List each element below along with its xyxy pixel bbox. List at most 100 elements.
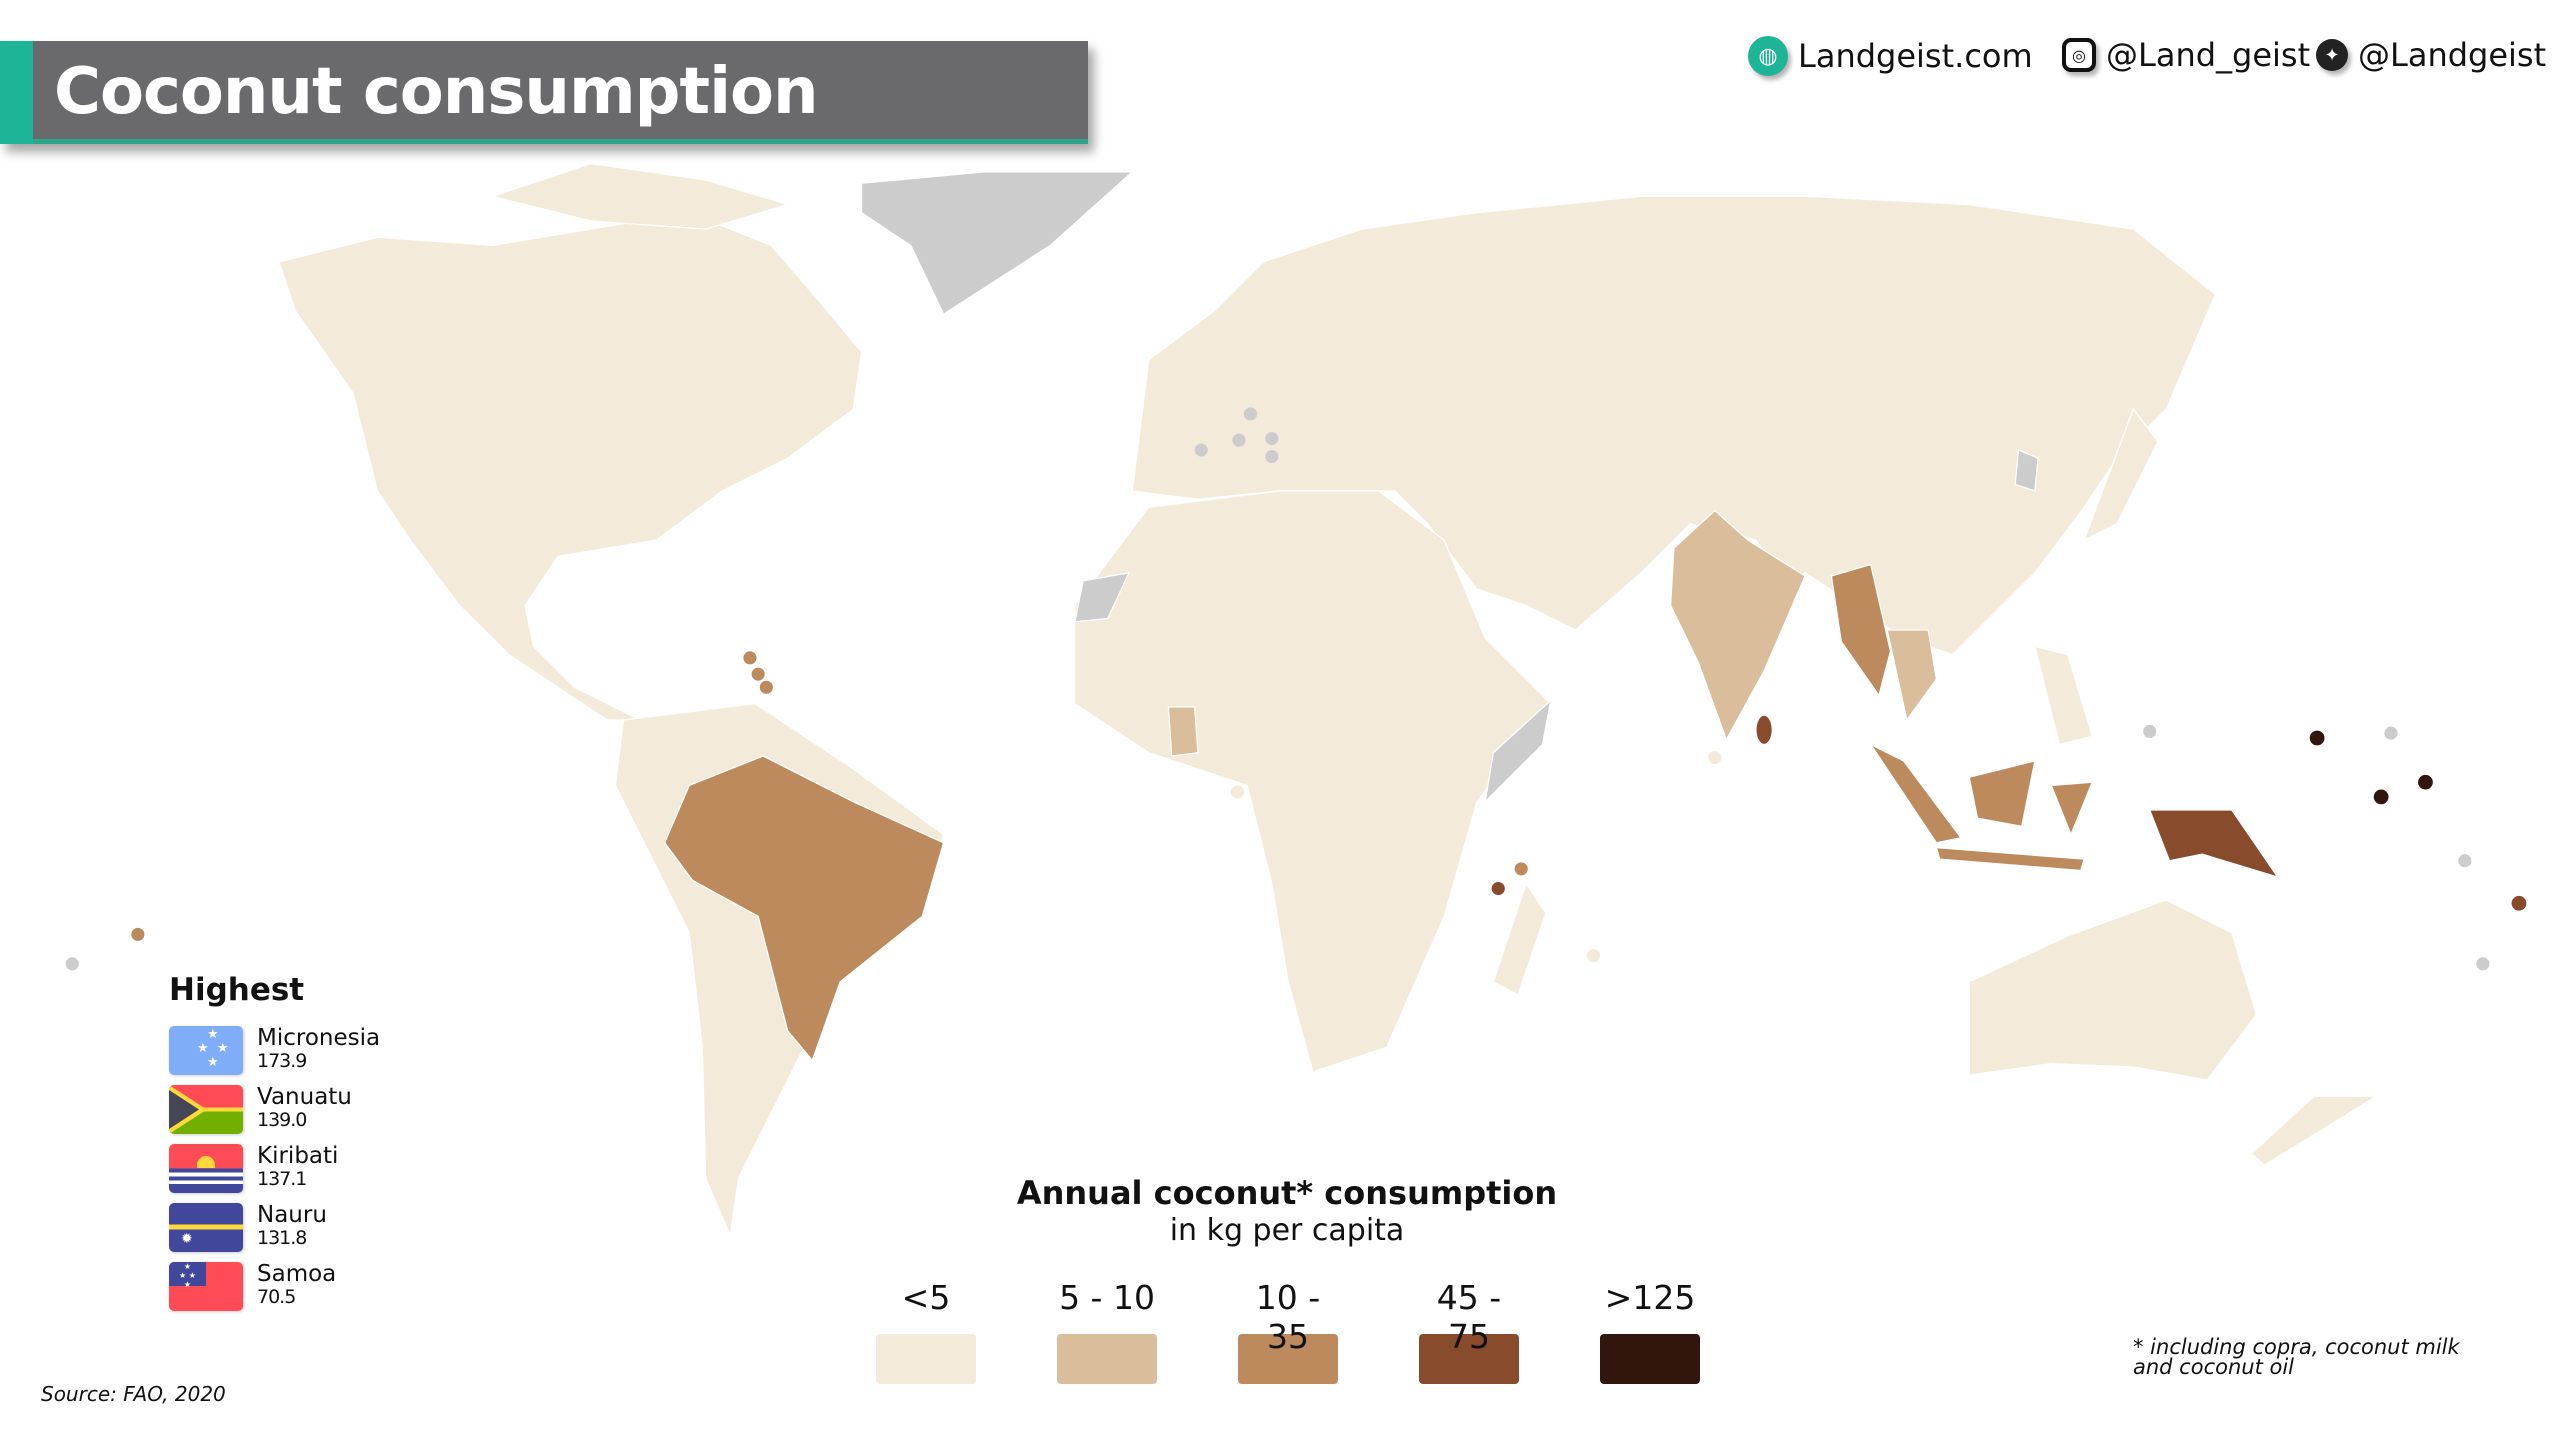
highest-country: Micronesia [257,1025,381,1051]
africa [1074,490,1552,1073]
eurasia [1131,195,2217,656]
twitter-link[interactable]: ✦ @Landgeist [2316,36,2546,74]
sulawesi [2050,781,2094,837]
twitter-label: @Landgeist [2358,36,2547,74]
ghana [1167,706,1199,757]
highest-value: 131.8 [257,1227,307,1249]
highest-item: ★ ★ ★ ★ Micronesia 173.9 [169,1026,380,1075]
page-title: Coconut consumption [54,55,819,129]
highest-value: 70.5 [257,1286,296,1308]
arctic-islands [489,162,790,230]
twitter-icon: ✦ [2316,39,2348,71]
no-data-dot [2384,726,2398,740]
highest-value: 137.1 [257,1168,307,1190]
western-sahara [1074,571,1131,623]
highest-item: ✹ Nauru 131.8 [169,1203,327,1252]
thailand [1886,629,1938,722]
highest-item: Vanuatu 139.0 [169,1085,352,1134]
new-zealand [2250,1095,2379,1166]
australia [1968,899,2258,1081]
legend-label: >125 [1604,1278,1696,1317]
title-underline [33,139,1088,144]
samoa-flag-icon: ★ ★ ★ ★ [169,1262,243,1311]
micronesia-dot [2309,730,2325,746]
highest-country: Samoa [257,1261,337,1287]
comoros-dot [1491,882,1505,896]
greenland [860,171,1135,316]
legend-swatch [1057,1334,1157,1384]
title-accent [0,41,33,144]
instagram-icon: ◎ [2062,38,2096,72]
java [1935,846,2085,872]
micronesia-flag-icon: ★ ★ ★ ★ [169,1026,243,1075]
footnote-line: and coconut oil [2133,1355,2295,1379]
legend-item: 45 - 75 [1419,1278,1519,1384]
legend-swatch [876,1334,976,1384]
website-link[interactable]: ◍ Landgeist.com [1748,36,2033,76]
legend-item: 10 - 35 [1238,1278,1338,1384]
small-dot [1230,785,1244,799]
no-data-dot [2458,854,2472,868]
papua-new-guinea [2148,809,2280,879]
footnote-line: * including copra, coconut milk [2133,1335,2460,1359]
pacific-dot [131,927,145,941]
legend-item: 5 - 10 [1057,1278,1157,1384]
caribbean-dot [759,680,773,694]
korea [2014,449,2039,492]
small-dot [1708,751,1722,765]
legend-label: 10 - 35 [1255,1278,1321,1356]
borneo [1968,760,2036,828]
no-data-dot [1265,432,1279,446]
highest-value: 173.9 [257,1050,307,1072]
kiribati-flag-icon [169,1144,243,1193]
caribbean-dot [751,667,765,681]
legend-label: <5 [901,1278,951,1317]
highest-value: 139.0 [257,1109,307,1131]
legend-title: Annual coconut* consumption [1016,1174,1558,1212]
legend-item: >125 [1600,1278,1700,1384]
no-data-dot [2476,957,2490,971]
legend-swatch [1238,1334,1338,1384]
legend-label: 45 - 75 [1436,1278,1502,1356]
legend-item: <5 [876,1278,976,1384]
legend-label: 5 - 10 [1059,1278,1155,1317]
highest-country: Nauru [257,1202,327,1228]
india [1669,509,1806,742]
japan [2082,407,2159,542]
small-states [65,407,2527,971]
no-data-dot [1232,433,1246,447]
brazil [663,755,945,1062]
north-america [278,212,863,721]
nauru-flag-icon: ✹ [169,1203,243,1252]
highest-title: Highest [169,972,305,1008]
legend-subtitle: in kg per capita [1169,1213,1405,1248]
myanmar [1830,563,1892,697]
instagram-label: @Land_geist [2106,36,2311,74]
highest-country: Vanuatu [257,1084,352,1110]
highest-item: ★ ★ ★ ★ Samoa 70.5 [169,1262,336,1311]
madagascar [1492,882,1547,996]
footnote: * including copra, coconut milk and coco… [2133,1335,2460,1379]
sri-lanka [1755,714,1773,746]
vanuatu-flag-icon [169,1085,243,1134]
philippines [2033,645,2094,746]
website-label: Landgeist.com [1798,37,2033,75]
source-note: Source: FAO, 2020 [41,1382,226,1406]
kiribati-dot [2418,774,2433,790]
no-data-dot [1265,450,1279,464]
sumatra [1868,742,1963,844]
highest-item: Kiribati 137.1 [169,1144,338,1193]
title-bar: Coconut consumption [0,41,1088,144]
no-data-dot [2143,724,2157,738]
no-data-dot [1243,407,1258,421]
instagram-link[interactable]: ◎ @Land_geist [2062,36,2310,74]
highest-country: Kiribati [257,1143,339,1169]
no-data-dot [1194,443,1208,457]
small-dot [1586,949,1600,963]
seychelles-dot [1514,862,1528,876]
globe-icon: ◍ [1748,36,1788,76]
nauru-dot [2373,789,2389,805]
somalia [1484,698,1552,804]
